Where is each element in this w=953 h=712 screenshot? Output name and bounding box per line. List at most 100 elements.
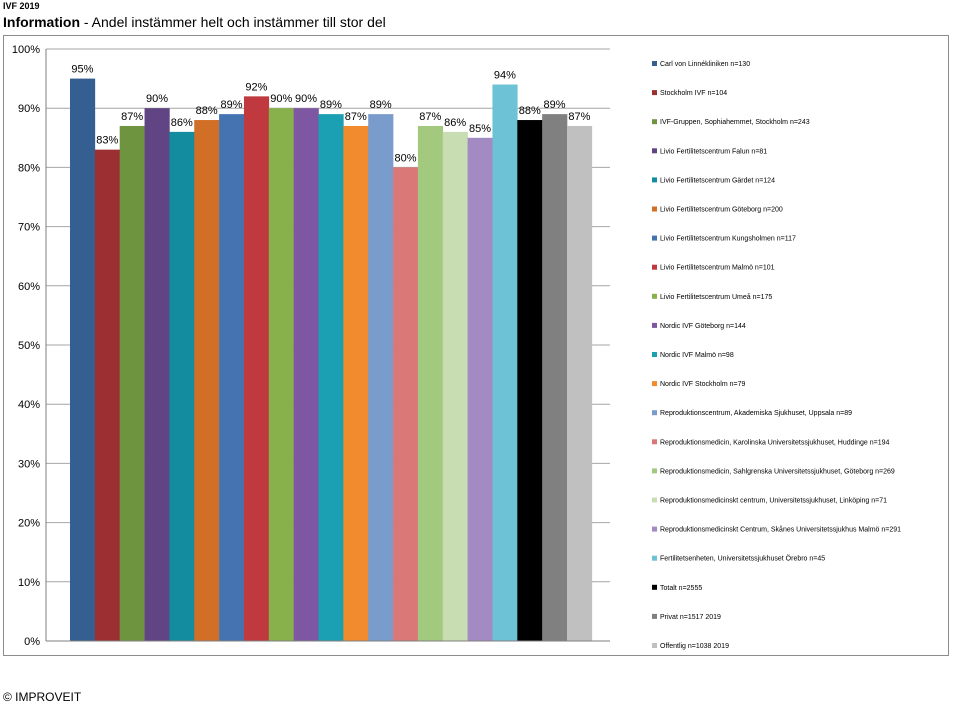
legend-swatch [652, 584, 657, 590]
heading-rest: - Andel instämmer helt och instämmer til… [80, 14, 386, 30]
legend-label: Livio Fertilitetscentrum Göteborg n=200 [660, 207, 783, 214]
y-tick-label: 0% [24, 636, 40, 648]
bar [94, 149, 120, 641]
bar [268, 108, 294, 641]
legend-swatch [652, 352, 657, 357]
bar [542, 114, 568, 642]
chart-heading: Information - Andel instämmer helt och i… [3, 14, 386, 30]
bar [70, 78, 96, 642]
legend-label: Nordic IVF Göteborg n=144 [660, 323, 746, 330]
y-tick-label: 80% [18, 162, 40, 174]
data-label: 92% [245, 81, 267, 93]
legend-label: Livio Fertilitetscentrum Kungsholmen n=1… [660, 236, 796, 243]
heading-bold: Information [3, 14, 80, 30]
legend-swatch [652, 322, 657, 328]
data-label: 89% [544, 99, 566, 111]
bar [194, 120, 220, 642]
data-labels: 95%83%87%90%86%88% 89%92%90% 90% 89%87%89%8… [71, 64, 590, 165]
legend-swatch [652, 555, 657, 561]
y-tick-label: 100% [12, 44, 40, 56]
bar [417, 125, 444, 641]
legend-swatch [652, 235, 657, 241]
legend-swatch [652, 526, 657, 532]
legend-label: Fertilitetsenheten, Universitetssjukhuse… [660, 555, 825, 563]
y-axis-ticks: 0% 10% 20% 30% 40% 50% 60% 70% 80% 90% 100% [12, 44, 40, 648]
legend-label: Reproduktionsmedicinskt centrum, Univers… [660, 498, 887, 505]
axes [45, 49, 610, 642]
legend-swatch [652, 264, 657, 270]
legend-swatch [652, 90, 657, 96]
legend-swatch [652, 497, 657, 503]
legend-label: Nordic IVF Stockholm n=79 [660, 381, 746, 388]
chart-frame [3, 35, 949, 656]
legend-label: Reproduktionsmedicinskt Centrum, Skånes … [660, 526, 901, 534]
data-label: 87% [121, 111, 143, 123]
legend-swatch [652, 439, 657, 445]
data-label: 88% [196, 105, 218, 117]
legend-label: Reproduktionsmedicin, Sahlgrenska Univer… [660, 468, 895, 475]
bar [243, 96, 270, 642]
legend-swatch [652, 613, 657, 619]
legend: Carl von Linnékliniken n=130 Stockholm IV… [652, 61, 901, 650]
bar [467, 137, 493, 642]
bar [517, 120, 543, 642]
data-label: 89% [370, 99, 392, 111]
legend-label: Offentlig n=1038 2019 [660, 643, 729, 650]
legend-label: Reproduktionscentrum, Akademiska Sjukhus… [660, 410, 852, 417]
legend-swatch [652, 119, 657, 125]
data-label: 89% [320, 99, 342, 111]
bar [368, 114, 394, 642]
legend-label: Carl von Linnékliniken n=130 [660, 61, 750, 68]
legend-swatch [652, 293, 657, 299]
bar [492, 84, 518, 641]
legend-swatch [652, 643, 657, 648]
y-tick-label: 30% [18, 458, 40, 470]
data-label: 85% [469, 123, 491, 135]
y-tick-label: 70% [18, 222, 40, 234]
legend-swatch [652, 468, 657, 474]
data-label: 87% [345, 111, 367, 123]
data-label: 95% [71, 64, 93, 76]
bar [393, 167, 419, 641]
legend-label: IVF-Gruppen, Sophiahemmet, Stockholm n=2… [660, 119, 810, 126]
copyright: © IMPROVEIT [3, 690, 82, 704]
data-label: 89% [221, 99, 243, 111]
data-label: 83% [96, 135, 118, 147]
bars [70, 78, 593, 642]
bar [144, 108, 170, 641]
y-tick-label: 10% [18, 577, 40, 589]
legend-label: Totalt n=2555 [660, 585, 702, 592]
y-tick-label: 20% [18, 518, 40, 530]
data-label: 87% [419, 111, 441, 123]
legend-swatch [652, 410, 657, 416]
bar [119, 125, 145, 641]
data-label: 94% [494, 70, 516, 82]
y-tick-label: 50% [18, 340, 40, 352]
legend-swatch [652, 61, 657, 66]
y-tick-label: 90% [18, 103, 40, 115]
legend-label: Privat n=1517 2019 [660, 614, 721, 621]
bar [442, 131, 468, 641]
data-label: 87% [568, 111, 590, 123]
y-tick-label: 60% [18, 281, 40, 293]
y-tick-label: 40% [18, 399, 40, 411]
bar [318, 114, 344, 642]
data-label: 90% [295, 93, 317, 105]
legend-swatch [652, 381, 657, 387]
legend-label: Livio Fertilitetscentrum Falun n=81 [660, 148, 767, 155]
report-tag: IVF 2019 [3, 1, 40, 11]
data-label: 80% [394, 152, 416, 164]
bar [169, 131, 195, 641]
legend-label: Reproduktionsmedicin, Karolinska Univers… [660, 439, 889, 446]
bar [343, 125, 369, 641]
data-label: 88% [519, 105, 541, 117]
legend-label: Livio Fertilitetscentrum Umeå n=175 [660, 293, 772, 301]
legend-swatch [652, 148, 657, 154]
data-label: 90% [270, 93, 292, 105]
bar [293, 108, 319, 641]
legend-label: Nordic IVF Malmö n=98 [660, 352, 734, 359]
legend-label: Livio Fertilitetscentrum Gärdet n=124 [660, 177, 775, 184]
data-label: 86% [171, 117, 193, 129]
legend-swatch [652, 177, 657, 183]
